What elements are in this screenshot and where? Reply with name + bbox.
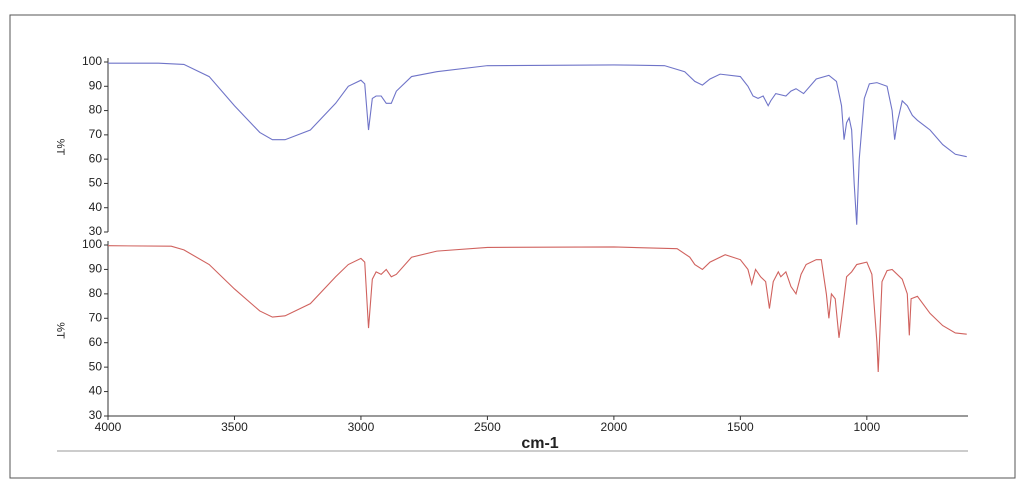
- y-tick-label: 70: [89, 310, 103, 324]
- x-tick-label: 2500: [474, 420, 501, 434]
- y-tick-label: 60: [89, 151, 103, 165]
- y-tick-label: 50: [89, 359, 103, 373]
- y-tick-label: 40: [89, 200, 103, 214]
- y-axis-label: %T: [54, 322, 66, 339]
- x-tick-label: 3500: [221, 420, 248, 434]
- y-tick-label: 100: [82, 237, 102, 251]
- spectrum-line: [108, 62, 967, 225]
- x-tick-label: 4000: [95, 420, 122, 434]
- x-tick-label: 1000: [853, 420, 880, 434]
- y-tick-label: 70: [89, 127, 103, 141]
- y-tick-label: 60: [89, 335, 103, 349]
- x-axis-label: cm-1: [521, 435, 558, 452]
- x-tick-label: 1500: [727, 420, 754, 434]
- y-tick-label: 80: [89, 103, 103, 117]
- spectrum-line: [107, 245, 967, 373]
- y-tick-label: 30: [89, 408, 103, 422]
- y-axis-label: %T: [54, 139, 66, 156]
- x-tick-label: 2000: [601, 420, 628, 434]
- y-tick-label: 90: [89, 78, 103, 92]
- y-tick-label: 30: [89, 224, 103, 238]
- y-tick-label: 40: [89, 384, 103, 398]
- frame: [9, 14, 1016, 479]
- x-tick-label: 3000: [348, 420, 375, 434]
- y-tick-label: 50: [89, 176, 103, 190]
- y-tick-label: 80: [89, 286, 103, 300]
- y-tick-label: 90: [89, 262, 103, 276]
- y-tick-label: 100: [82, 54, 102, 68]
